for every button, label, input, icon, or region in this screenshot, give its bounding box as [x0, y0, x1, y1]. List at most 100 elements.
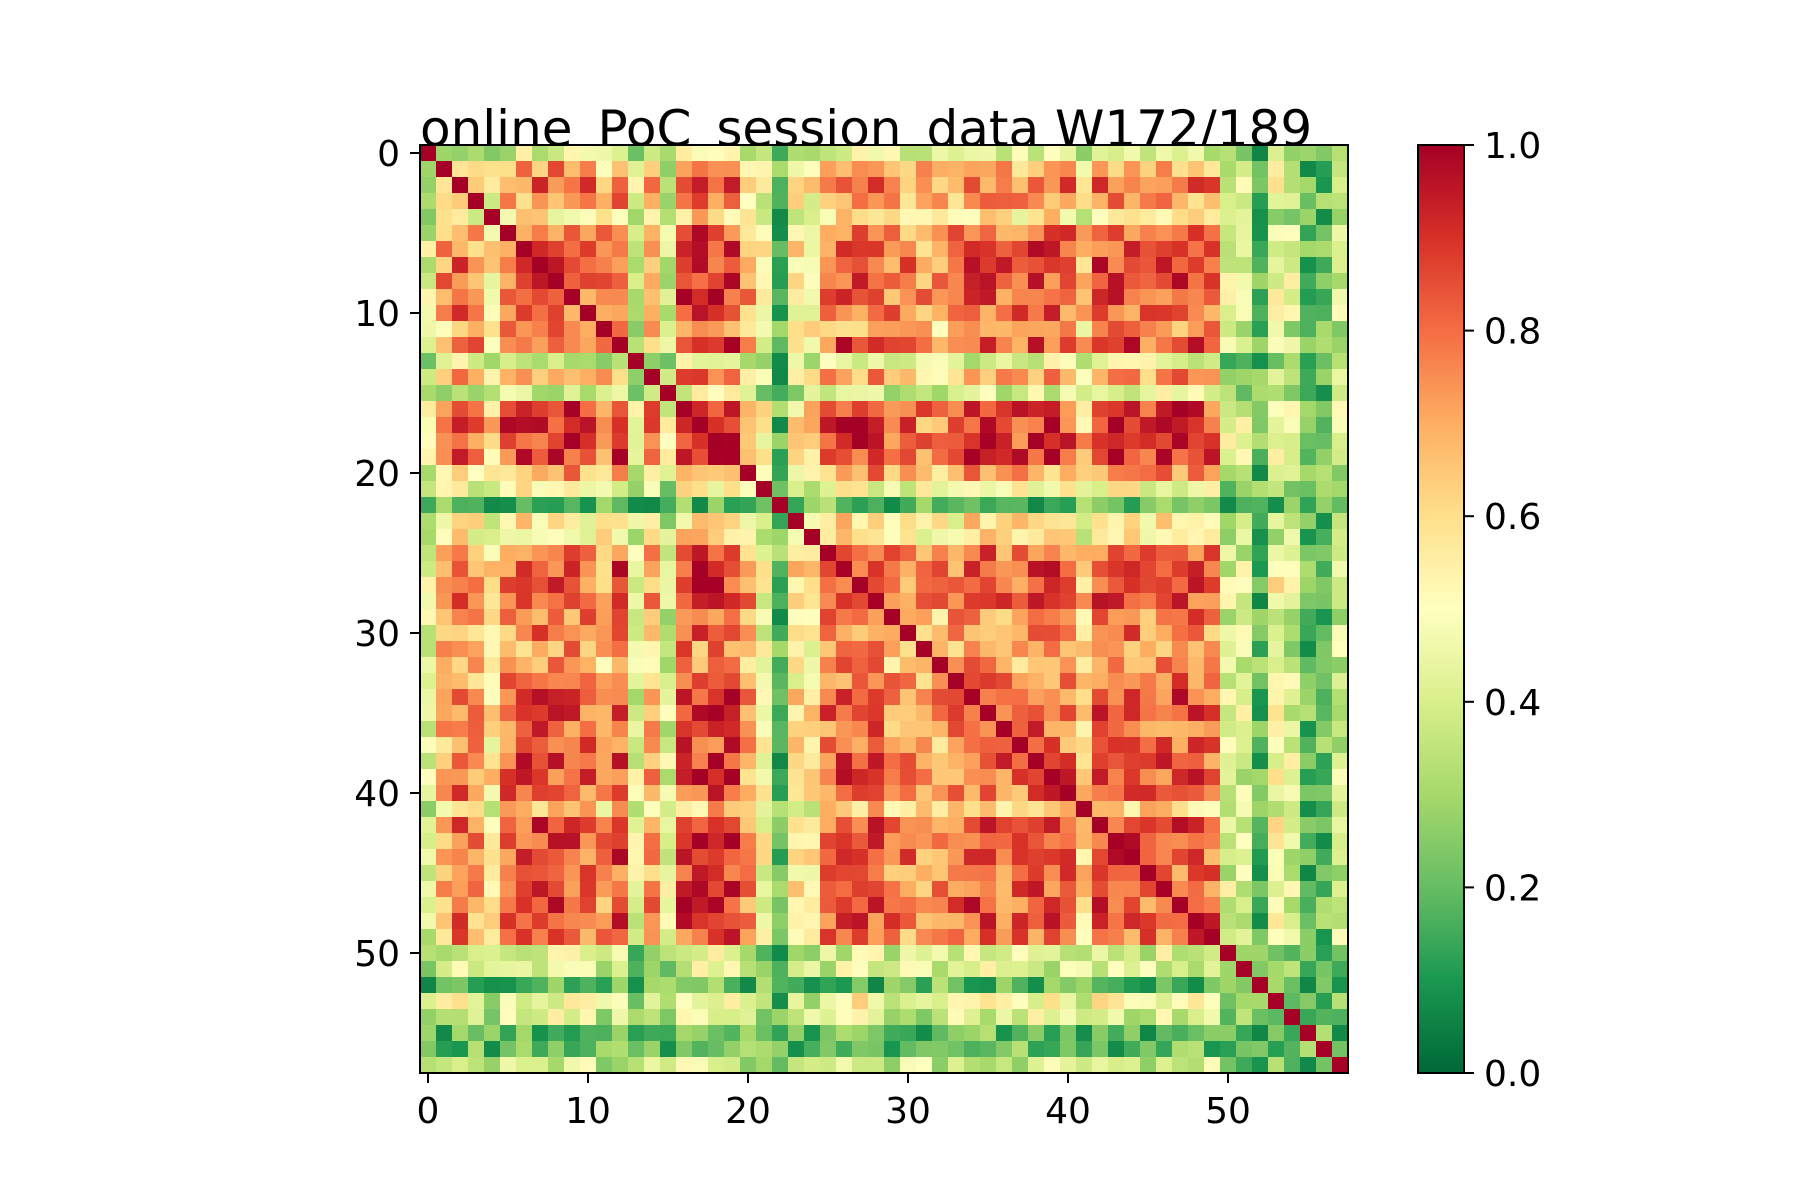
heatmap-cell [596, 273, 613, 290]
heatmap-cell [852, 625, 869, 642]
heatmap-cell [484, 785, 501, 802]
heatmap-cell [916, 817, 933, 834]
heatmap-cell [932, 929, 949, 946]
heatmap-cell [788, 881, 805, 898]
heatmap-cell [884, 561, 901, 578]
heatmap-cell [1188, 289, 1205, 306]
colorbar: 0.00.20.40.60.81.0 [1417, 126, 1541, 1095]
heatmap-cell [500, 689, 517, 706]
heatmap-cell [628, 161, 645, 178]
heatmap-cell [468, 305, 485, 322]
heatmap-cell [628, 945, 645, 962]
heatmap-cell [1332, 801, 1349, 818]
heatmap-cell [644, 593, 661, 610]
heatmap-cell [452, 593, 469, 610]
heatmap-cell [1028, 241, 1045, 258]
heatmap-cell [532, 657, 549, 674]
heatmap-cell [596, 1025, 613, 1042]
heatmap-cell [756, 465, 773, 482]
heatmap-cell [1332, 481, 1349, 498]
heatmap-cell [996, 241, 1013, 258]
heatmap-cell [692, 961, 709, 978]
heatmap-cell [980, 785, 997, 802]
heatmap-cell [468, 337, 485, 354]
heatmap-cell [1172, 241, 1189, 258]
heatmap-cell [1124, 929, 1141, 946]
heatmap-cell [1268, 657, 1285, 674]
heatmap-cell [532, 385, 549, 402]
heatmap-cell [420, 625, 437, 642]
heatmap-cell [1204, 449, 1221, 466]
heatmap-cell [740, 417, 757, 434]
heatmap-cell [996, 289, 1013, 306]
heatmap-cell [500, 481, 517, 498]
heatmap-cell [836, 641, 853, 658]
plot-frame [419, 144, 1349, 1074]
heatmap-cell [468, 161, 485, 178]
heatmap-cell [884, 513, 901, 530]
heatmap-cell [724, 353, 741, 370]
heatmap-cell [1236, 753, 1253, 770]
heatmap-cell [644, 577, 661, 594]
heatmap-cell [996, 321, 1013, 338]
heatmap-cell [804, 1057, 821, 1074]
heatmap-cell [1060, 929, 1077, 946]
heatmap-cell [820, 1009, 837, 1026]
heatmap-cell [900, 497, 917, 514]
heatmap-cell [516, 945, 533, 962]
heatmap-cell [964, 913, 981, 930]
colorbar-tick-label: 0.6 [1484, 497, 1541, 538]
heatmap-cell [1156, 193, 1173, 210]
heatmap-cell [1268, 577, 1285, 594]
heatmap-cell [612, 305, 629, 322]
heatmap-cell [916, 481, 933, 498]
heatmap-cell [580, 529, 597, 546]
heatmap-cell [436, 673, 453, 690]
heatmap-cell [468, 561, 485, 578]
heatmap-cell [884, 705, 901, 722]
heatmap-cell [1172, 657, 1189, 674]
heatmap-cell [1204, 945, 1221, 962]
heatmap-cell [676, 1025, 693, 1042]
heatmap-cell [612, 497, 629, 514]
heatmap-cell [1092, 417, 1109, 434]
heatmap-cell [804, 209, 821, 226]
heatmap-cell [644, 753, 661, 770]
heatmap-cell [484, 337, 501, 354]
heatmap-cell [1236, 657, 1253, 674]
heatmap-cell [580, 1057, 597, 1074]
heatmap-cell [516, 897, 533, 914]
heatmap-cell [932, 433, 949, 450]
heatmap-cell [644, 721, 661, 738]
heatmap-cell [740, 449, 757, 466]
heatmap-cell [1316, 785, 1333, 802]
heatmap-cell [932, 657, 949, 674]
heatmap-cell [436, 753, 453, 770]
heatmap-cell [1044, 769, 1061, 786]
heatmap-cell [1092, 609, 1109, 626]
heatmap-cell [692, 273, 709, 290]
heatmap-cell [788, 721, 805, 738]
heatmap-cell [1252, 673, 1269, 690]
heatmap-cell [1012, 449, 1029, 466]
heatmap-cell [788, 145, 805, 162]
heatmap-cell [1124, 545, 1141, 562]
heatmap-cell [1284, 161, 1301, 178]
heatmap-cell [756, 1041, 773, 1058]
heatmap-cell [980, 145, 997, 162]
heatmap-cell [724, 993, 741, 1010]
heatmap-cell [852, 353, 869, 370]
heatmap-cell [1252, 849, 1269, 866]
heatmap-cell [836, 577, 853, 594]
heatmap-cell [420, 897, 437, 914]
heatmap-cell [1332, 305, 1349, 322]
heatmap-cell [852, 193, 869, 210]
heatmap-cell [1316, 337, 1333, 354]
heatmap-cell [612, 337, 629, 354]
heatmap-cell [916, 1057, 933, 1074]
heatmap-cell [900, 721, 917, 738]
heatmap-cell [820, 1041, 837, 1058]
heatmap-cell [484, 289, 501, 306]
heatmap-cell [772, 897, 789, 914]
heatmap-cell [1140, 689, 1157, 706]
